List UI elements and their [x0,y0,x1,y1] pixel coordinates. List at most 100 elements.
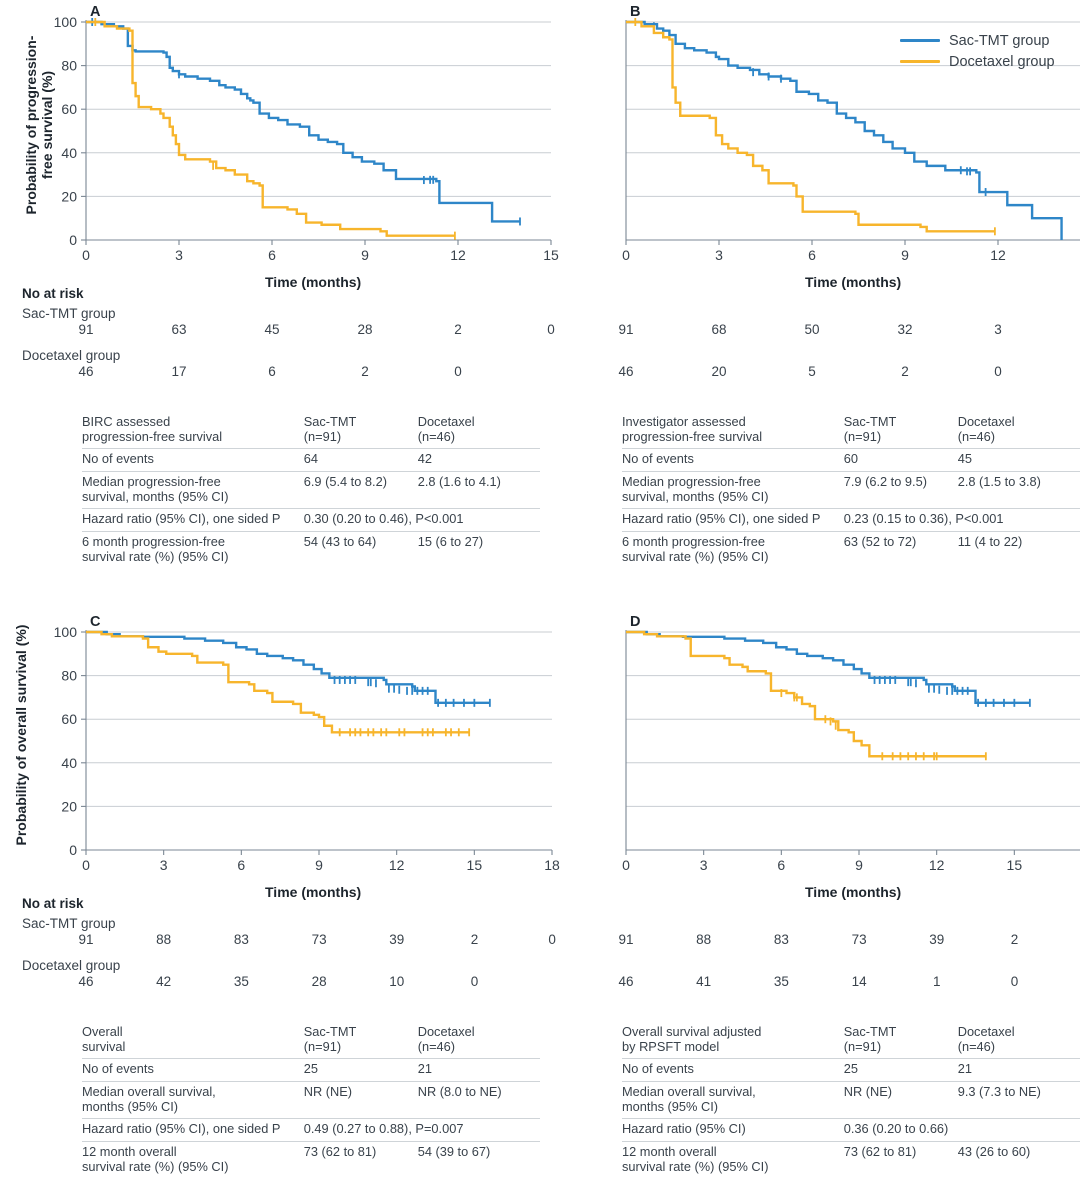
table-cell-sac: 60 [843,448,958,472]
table-row: Hazard ratio (95% CI), one sided P 0.23 (… [622,508,1080,532]
legend-label-sac-tmt: Sac-TMT group [949,32,1050,49]
table-row: No of events 25 21 [82,1058,540,1082]
risk-number-doc-D: 1 [933,974,941,989]
risk-number-doc-C: 10 [389,974,405,989]
xtick-label: 3 [700,857,708,873]
table-cell-sac: 64 [303,448,418,472]
panel-B: 0 3 6 9 12 15 B [540,0,1080,290]
panel-letter: B [630,4,640,20]
risk-number-doc-C: 28 [311,974,327,989]
risk-number-sac-C: 83 [233,932,249,947]
risk-number-doc-B: 0 [994,364,1002,379]
km-curve-sac-tmt-group [86,630,490,705]
risk-number-doc-C: 46 [78,974,94,989]
risk-number-doc-C: 35 [233,974,249,989]
risk-number-sac-C: 0 [548,932,556,947]
xtick-label: 0 [622,247,630,263]
risk-group-sac-bottom: Sac-TMT group [22,916,116,931]
xtick-label: 12 [990,247,1006,263]
km-curve-sac-tmt-group [626,20,1063,240]
xtick-label: 15 [543,247,559,263]
table-cell-sac: 73 (62 to 81) [303,1140,418,1179]
table-row: No of events 25 21 [622,1058,1080,1082]
xtick-label: 3 [160,857,168,873]
table-cell-doc: 11 (4 to 22) [957,530,1080,569]
table-row: Hazard ratio (95% CI) 0.36 (0.20 to 0.66) [622,1118,1080,1142]
risk-group-sac-top: Sac-TMT group [22,306,116,321]
panel-letter: D [630,614,640,630]
table-header-doc: Docetaxel (n=46) [417,1024,475,1054]
xtick-label: 15 [1007,857,1023,873]
table-row: 12 month overall survival rate (%) (95% C… [622,1140,1080,1179]
table-cell-label: Median progression-free survival, months … [82,470,304,509]
table-cell-doc: 42 [417,448,540,472]
panel-D: 0 3 6 9 12 15 18 D [540,610,1080,900]
table-cell-doc: 15 (6 to 27) [417,530,540,569]
km-curve-docetaxel-group [626,630,986,758]
table-cell-doc: NR (8.0 to NE) [417,1080,540,1119]
xaxis-title-A: Time (months) [265,274,362,290]
risk-number-doc-B: 5 [808,364,816,379]
legend-item-docetaxel: Docetaxel group [900,51,1055,72]
ytick-label: 40 [61,145,77,161]
table-cell-label: No of events [622,448,844,472]
table-row: Median overall survival, months (95% CI) N… [82,1080,540,1119]
table-cell-doc: 21 [957,1058,1080,1082]
risk-number-sac-B: 50 [804,322,820,337]
table-cell-sac: 25 [303,1058,418,1082]
table-cell-label: Median overall survival, months (95% CI) [82,1080,304,1119]
table-row: Hazard ratio (95% CI), one sided P 0.49 (… [82,1118,540,1142]
table-cell-label: Hazard ratio (95% CI), one sided P [622,508,844,532]
ytick-label: 20 [61,188,77,204]
ytick-label: 0 [69,842,77,858]
risk-number-sac-C: 39 [389,932,405,947]
xtick-label: 0 [82,857,90,873]
risk-number-sac-C: 2 [470,932,479,947]
risk-number-sac-D: 91 [618,932,634,947]
risk-number-sac-B: 32 [897,322,913,337]
ytick-label: 60 [61,711,77,727]
table-cell-label: No of events [82,448,304,472]
risk-number-doc-D: 14 [851,974,867,989]
risk-number-doc-A: 2 [361,364,369,379]
table-cell-doc: 43 (26 to 60) [957,1140,1080,1179]
table-cell-doc: 2.8 (1.6 to 4.1) [417,470,540,509]
panel-C: 0 3 6 9 12 15 18 0 20 40 60 80 100 C [0,610,565,900]
no-at-risk-title-top: No at risk [22,286,84,301]
km-curve-docetaxel-group [86,20,455,237]
risk-number-sac-A: 28 [357,322,373,337]
ytick-label: 80 [61,58,77,74]
xaxis-title-C: Time (months) [265,884,362,900]
risk-number-sac-D: 39 [929,932,945,947]
kaplan-meier-chart-B: 03691215B [622,4,1080,263]
table-cell-sac: 7.9 (6.2 to 9.5) [843,470,958,509]
table-cell-label: 12 month overall survival rate (%) (95% C… [622,1140,844,1179]
xtick-label: 18 [544,857,560,873]
risk-number-doc-B: 20 [711,364,727,379]
table-cell-label: Hazard ratio (95% CI), one sided P [82,1118,304,1142]
ytick-label: 20 [61,798,77,814]
risk-number-sac-A: 45 [264,322,280,337]
table-row: No of events 64 42 [82,448,540,472]
risk-group-doc-bottom: Docetaxel group [22,958,121,973]
stat-table-B: Investigator assessed progression-free su… [622,412,1080,569]
risk-number-sac-A: 2 [454,322,462,337]
risk-number-doc-A: 17 [171,364,187,379]
risk-number-sac-C: 88 [156,932,172,947]
risk-number-sac-D: 88 [696,932,712,947]
risk-number-doc-D: 41 [696,974,712,989]
risk-number-doc-B: 46 [618,364,634,379]
xtick-label: 12 [929,857,945,873]
table-row: Median overall survival, months (95% CI) N… [622,1080,1080,1119]
ytick-label: 60 [61,101,77,117]
table-cell-sac: 25 [843,1058,958,1082]
table-cell-sac: NR (NE) [843,1080,958,1119]
kaplan-meier-chart-A: 0 3 6 9 12 15 0 20 40 60 80 100 A [54,4,559,263]
table-header-label: BIRC assessed progression-free survival [82,414,223,444]
table-cell-label: No of events [82,1058,304,1082]
table-row-header: Investigator assessed progression-free su… [622,412,1080,449]
ytick-label: 0 [69,232,77,248]
risk-number-sac-A: 91 [78,322,94,337]
risk-group-doc-top: Docetaxel group [22,348,121,363]
table-header-doc: Docetaxel (n=46) [417,414,475,444]
